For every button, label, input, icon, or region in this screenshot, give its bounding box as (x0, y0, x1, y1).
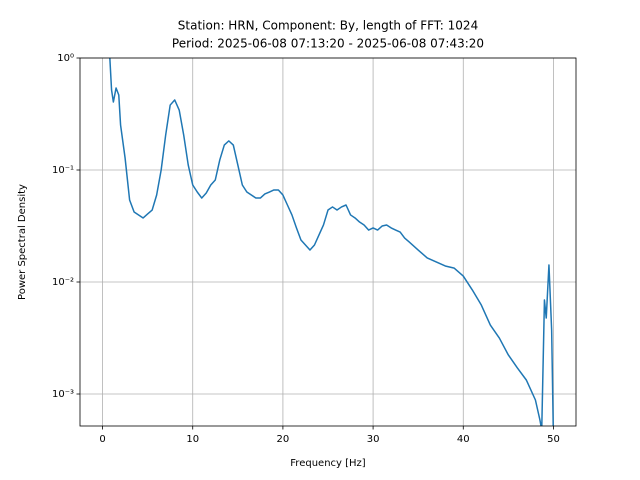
x-tick-label: 30 (367, 434, 380, 445)
x-tick-label: 10 (186, 434, 199, 445)
chart-subtitle: Period: 2025-06-08 07:13:20 - 2025-06-08… (172, 37, 484, 51)
x-tick-label: 50 (547, 434, 560, 445)
series-line (109, 58, 554, 426)
plot-frame (79, 57, 577, 427)
x-axis-label: Frequency [Hz] (290, 458, 366, 469)
y-tick-label: 10⁻² (52, 277, 74, 288)
y-axis-label: Power Spectral Density (17, 184, 28, 300)
y-tick-label: 10⁻¹ (52, 165, 74, 176)
chart-title: Station: HRN, Component: By, length of F… (178, 19, 478, 33)
y-tick-label: 10⁰ (57, 53, 74, 64)
x-tick-label: 0 (99, 434, 105, 445)
x-tick-label: 20 (277, 434, 290, 445)
x-tick-label: 40 (457, 434, 470, 445)
y-tick-label: 10⁻³ (52, 389, 74, 400)
